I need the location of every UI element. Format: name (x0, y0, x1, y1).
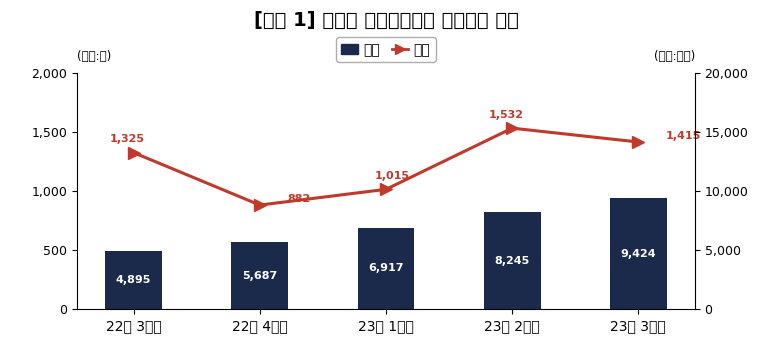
Bar (105, 252, 162, 309)
Text: 1,325: 1,325 (110, 134, 145, 145)
Text: 5,687: 5,687 (242, 271, 277, 281)
Bar (484, 212, 540, 309)
Bar (610, 198, 667, 309)
Text: 8,245: 8,245 (495, 256, 530, 266)
Legend: 금액, 건수: 금액, 건수 (336, 37, 436, 62)
Bar (232, 242, 288, 309)
Text: (단위:건): (단위:건) (77, 50, 111, 63)
Text: 6,917: 6,917 (368, 264, 404, 273)
Text: 9,424: 9,424 (621, 249, 656, 259)
Text: 1,532: 1,532 (489, 110, 523, 120)
Text: 882: 882 (288, 194, 311, 204)
Text: (단위:억원): (단위:억원) (654, 50, 695, 63)
Text: 1,415: 1,415 (666, 131, 701, 141)
Bar (357, 228, 415, 309)
Text: 4,895: 4,895 (116, 276, 151, 285)
Text: [그림 1] 분기별 주식관련사채 권리행사 현황: [그림 1] 분기별 주식관련사채 권리행사 현황 (253, 11, 519, 30)
Text: 1,015: 1,015 (375, 171, 410, 181)
